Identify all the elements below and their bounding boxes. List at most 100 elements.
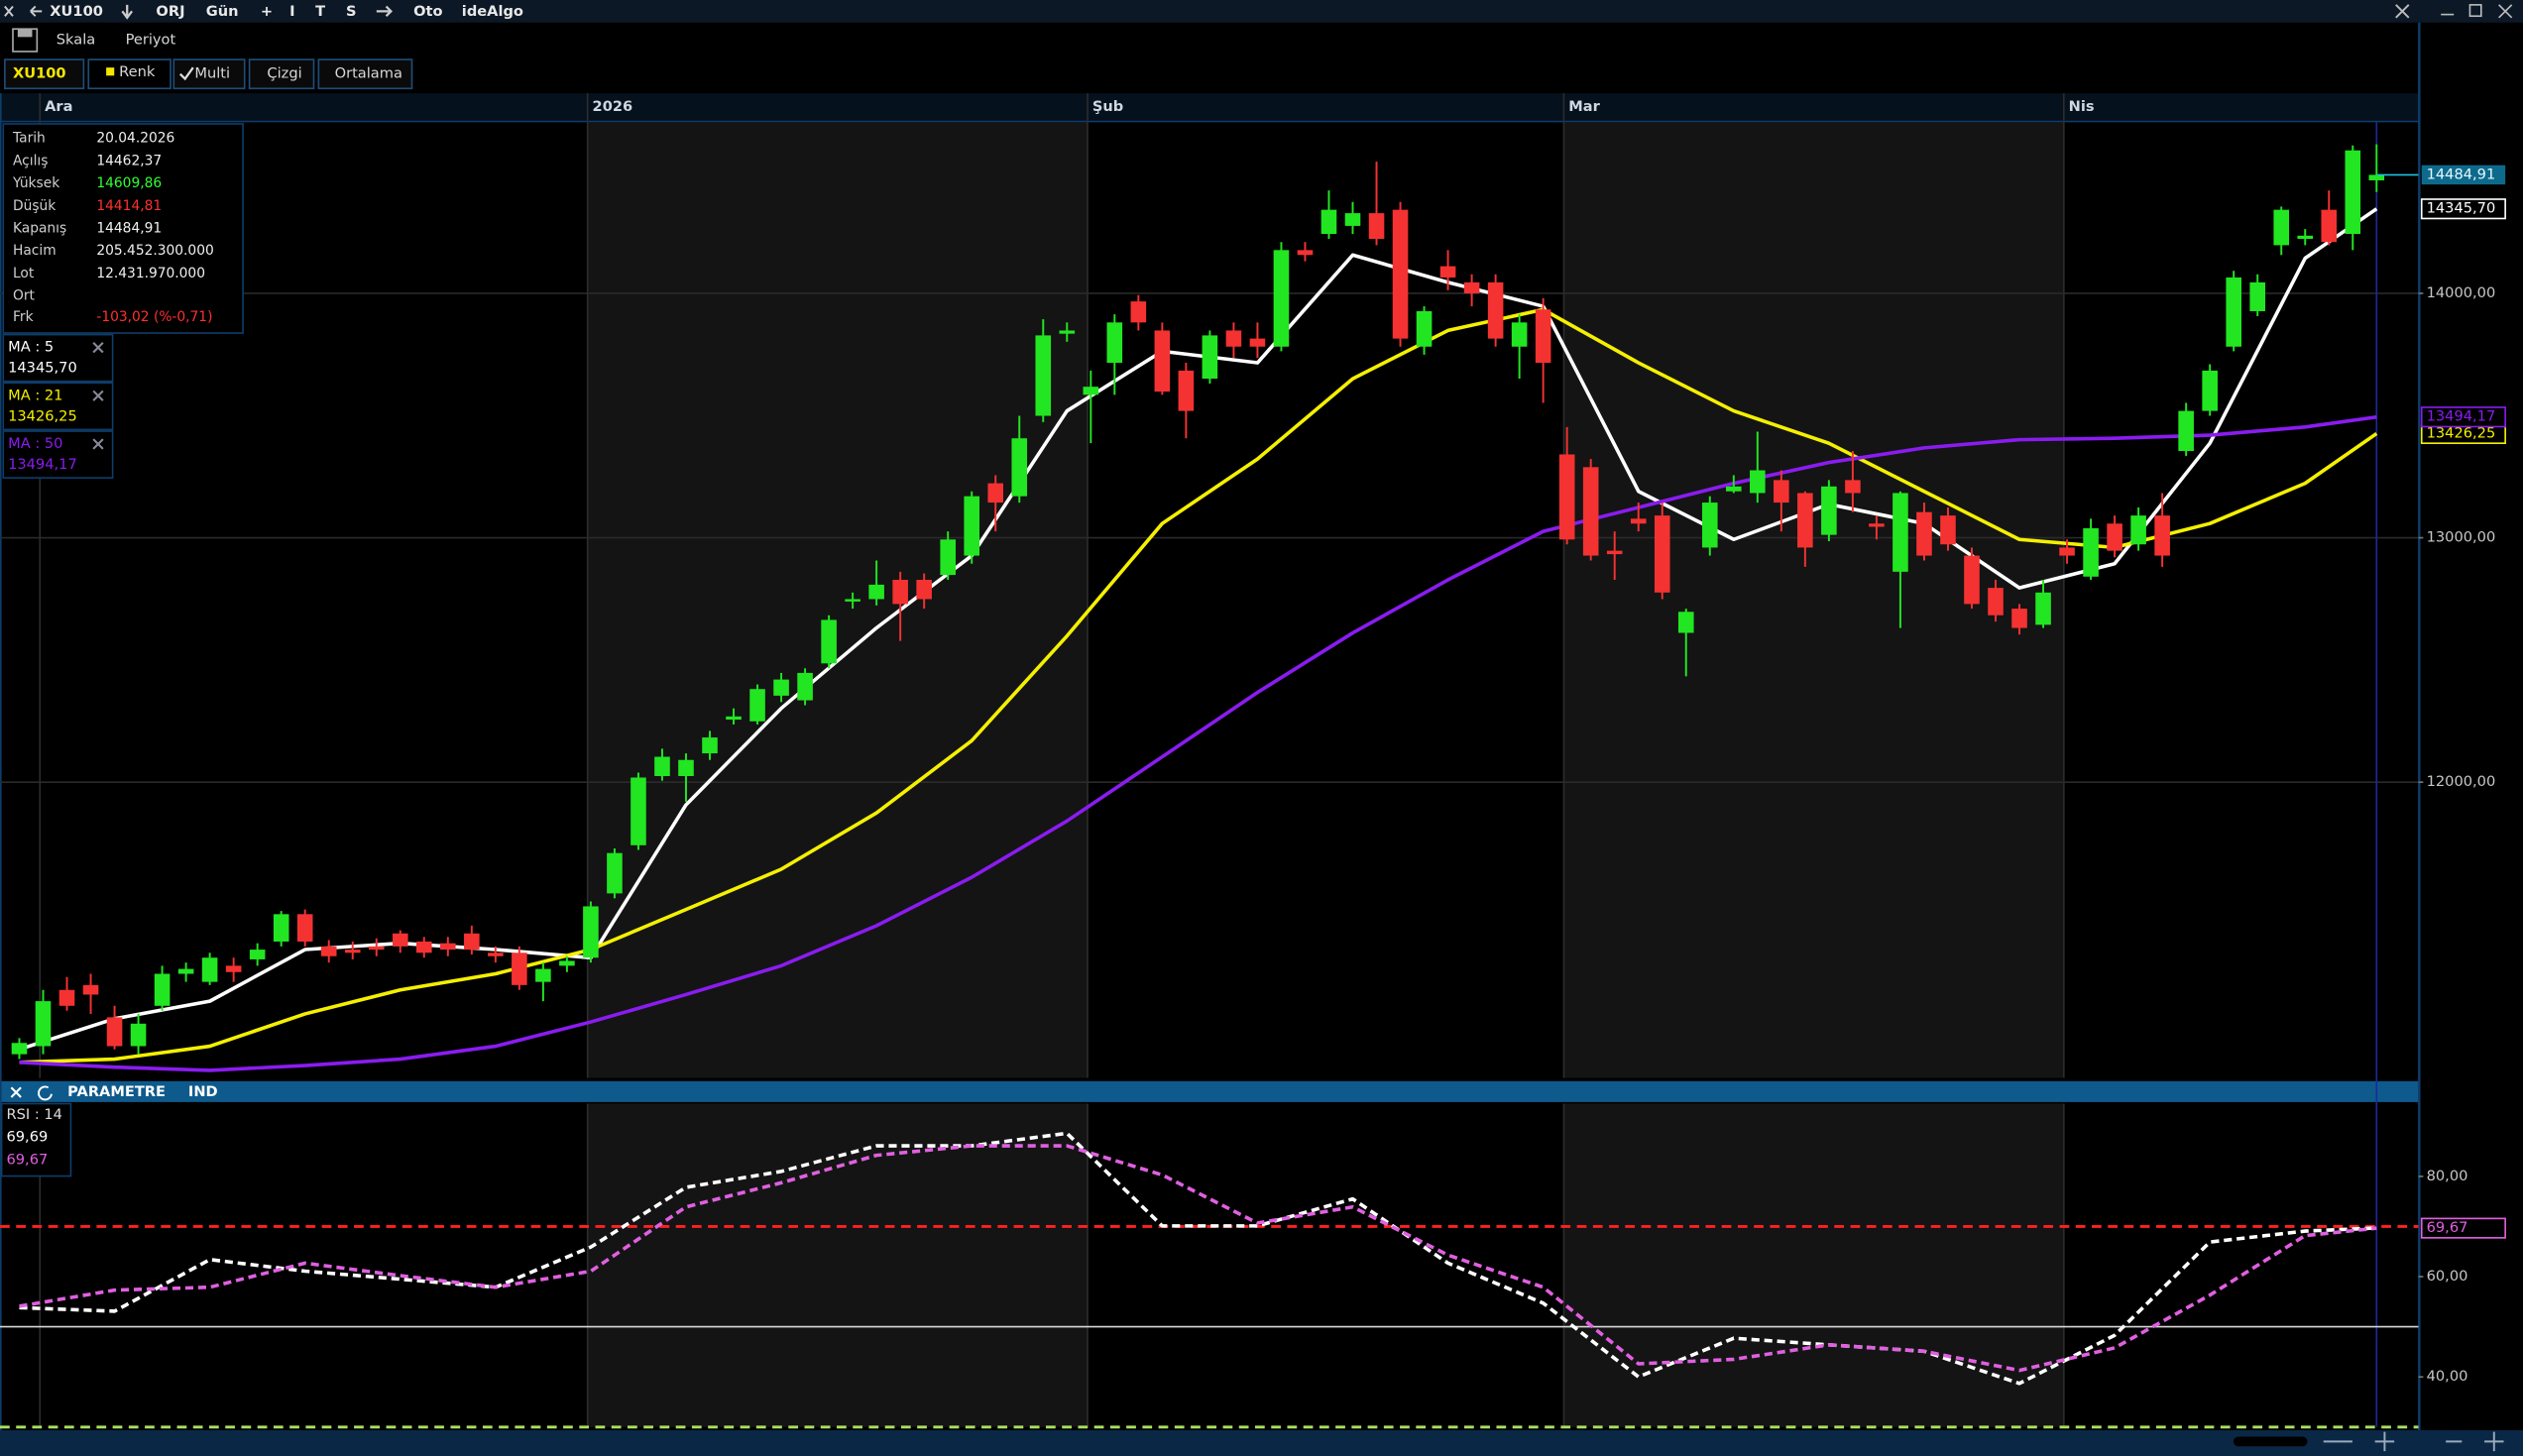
download-icon[interactable] [121, 4, 134, 20]
candle-body [1701, 503, 1718, 548]
candle-body [440, 943, 456, 951]
info-label: Frk [13, 309, 34, 325]
tab[interactable] [87, 58, 172, 90]
candle-body [654, 756, 670, 777]
candle-body [1106, 322, 1123, 364]
candle-body [1797, 493, 1813, 548]
toolbar-item[interactable]: S [346, 3, 357, 20]
candle-body [1463, 281, 1480, 293]
candle-body [225, 965, 242, 972]
candle-body [607, 852, 623, 894]
candle-body [368, 946, 385, 951]
ma-line [19, 307, 2378, 1064]
candle-body [845, 599, 860, 602]
tab-label[interactable]: Multi [194, 65, 230, 82]
candle-body [488, 952, 504, 956]
candle-body [464, 933, 480, 951]
last-price-label: 14484,91 [2427, 166, 2496, 182]
rsi-tag-label: 69,67 [2427, 1219, 2468, 1236]
x-axis-bar [0, 93, 2419, 121]
color-swatch [106, 67, 115, 76]
toolbar-item[interactable]: XU100 [50, 3, 103, 20]
candle-body [1606, 550, 1623, 555]
candle-body [1916, 511, 1932, 556]
candle-body [2178, 410, 2194, 452]
candle-body [1511, 322, 1528, 347]
candle-body [201, 957, 218, 982]
candle-body [1130, 301, 1147, 323]
month-shade [1563, 1103, 2064, 1427]
toolbar-item[interactable]: I [289, 3, 294, 20]
toolbar-item[interactable]: Oto [413, 3, 442, 20]
toolbar-item[interactable]: ORJ [156, 3, 184, 20]
candle-body [1677, 612, 1694, 633]
ma-tag-label: 14345,70 [2427, 200, 2496, 217]
toolbar-item[interactable]: + [261, 3, 273, 20]
ma-legend-box [2, 430, 114, 479]
info-label: Açılış [13, 153, 48, 168]
indicator-refresh[interactable] [38, 1085, 53, 1101]
indicator-bar-label[interactable]: IND [188, 1083, 218, 1100]
candle-body [2083, 527, 2099, 577]
candle-body [821, 619, 837, 664]
back-icon[interactable] [30, 5, 43, 17]
info-label: Kapanış [13, 220, 66, 236]
x-tick-label: 2026 [593, 98, 633, 115]
candle-body [1869, 523, 1885, 527]
candle-body [1558, 454, 1575, 540]
tab[interactable] [4, 58, 85, 90]
tab[interactable] [172, 58, 246, 90]
scroll-thumb[interactable] [2233, 1436, 2308, 1447]
indicator-bar-label[interactable]: PARAMETRE [67, 1083, 166, 1100]
close-icon[interactable] [4, 5, 14, 17]
window-close[interactable] [2395, 4, 2410, 19]
toolbar-item[interactable]: Gün [206, 3, 239, 20]
info-label: Ort [13, 288, 36, 304]
tab-label[interactable]: Renk [119, 63, 156, 80]
candle-body [1178, 370, 1195, 411]
tab-label[interactable]: Çizgi [267, 65, 301, 82]
tab-label[interactable]: Ortalama [335, 65, 402, 82]
last-price-tag [2421, 165, 2506, 185]
tab[interactable] [248, 58, 315, 90]
menu-item[interactable]: Skala [57, 32, 95, 49]
info-label: Hacim [13, 243, 57, 259]
rsi-panel [0, 1131, 2424, 1429]
candle-body [320, 946, 337, 956]
toolbar-item[interactable]: T [315, 3, 325, 20]
ma-tag-label: 13426,25 [2427, 424, 2496, 441]
candle-body [1344, 213, 1361, 226]
zoom-controls[interactable] [2323, 1431, 2504, 1452]
rsi-title: RSI : 14 [6, 1106, 61, 1123]
bottom-bar [0, 1430, 2523, 1456]
candle-body [249, 950, 266, 959]
ma-legend-value: 13494,17 [8, 456, 77, 473]
rsi-legend-box [0, 1102, 72, 1177]
info-value: 14414,81 [96, 198, 162, 214]
indicator-close[interactable] [10, 1086, 22, 1098]
ma-legend-name: MA : 21 [8, 387, 62, 403]
candle-body [1750, 470, 1766, 494]
ma-legend-value: 14345,70 [8, 360, 77, 377]
ma-line [19, 414, 2377, 1072]
candle-body [2035, 592, 2051, 625]
info-value: 20.04.2026 [96, 131, 174, 147]
candle-body [583, 906, 599, 958]
window-close-main[interactable] [2498, 4, 2513, 19]
candle-body [773, 679, 789, 696]
toolbar-item[interactable]: ideAlgo [462, 3, 523, 20]
menu-item[interactable]: Periyot [126, 32, 176, 49]
candle-body [2273, 209, 2290, 246]
info-label: Lot [13, 266, 35, 281]
tab[interactable] [317, 58, 413, 90]
forward-icon[interactable] [376, 5, 394, 18]
tab-label[interactable]: XU100 [13, 65, 66, 82]
x-tick-label: Şub [1092, 98, 1123, 115]
candle-body [916, 579, 932, 600]
candle-body [987, 483, 1004, 504]
candle-body [1845, 480, 1861, 494]
window-maximize[interactable] [2468, 4, 2482, 18]
